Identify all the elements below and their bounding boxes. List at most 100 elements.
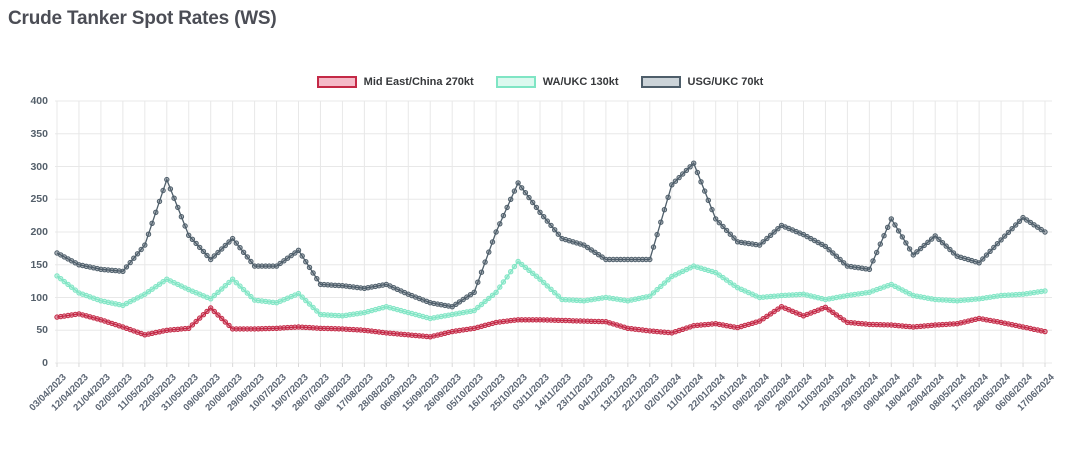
data-point-marker — [233, 326, 240, 332]
series-line — [56, 305, 1046, 338]
data-point-marker — [1009, 226, 1015, 232]
data-point-marker — [72, 287, 79, 293]
data-point-marker — [764, 313, 770, 319]
legend-item-mid-east-china-270kt[interactable]: Mid East/China 270kt — [316, 76, 474, 88]
data-point-marker — [888, 216, 894, 222]
data-point-marker — [277, 260, 283, 267]
data-point-marker — [167, 327, 174, 333]
data-point-marker — [830, 250, 836, 256]
data-point-marker — [698, 179, 704, 185]
data-point-marker — [552, 227, 558, 233]
data-point-marker — [720, 223, 726, 230]
data-point-marker — [632, 256, 638, 263]
data-point-marker — [456, 299, 463, 305]
data-point-marker — [303, 297, 309, 304]
data-point-marker — [533, 204, 540, 211]
data-point-marker — [475, 279, 481, 285]
data-point-marker — [240, 286, 247, 293]
y-axis-label: 0 — [42, 357, 48, 369]
data-point-marker — [193, 240, 199, 247]
data-point-marker — [270, 325, 276, 332]
legend-item-wa-ukc-130kt[interactable]: WA/UKC 130kt — [495, 76, 619, 88]
data-point-marker — [950, 297, 957, 304]
data-point-marker — [153, 284, 159, 290]
data-point-marker — [310, 270, 316, 276]
data-point-marker — [1013, 222, 1019, 228]
data-point-marker — [358, 327, 364, 333]
data-point-marker — [599, 254, 605, 260]
data-point-marker — [189, 322, 196, 328]
data-point-marker — [504, 204, 510, 211]
data-point-marker — [248, 258, 254, 265]
data-point-marker — [522, 264, 529, 271]
data-point-marker — [826, 307, 832, 313]
y-axis-label: 400 — [30, 95, 48, 107]
data-point-marker — [208, 305, 214, 311]
data-point-marker — [775, 306, 781, 312]
data-point-marker — [764, 235, 770, 242]
legend-item-usg-ukc-70kt[interactable]: USG/UKC 70kt — [640, 76, 763, 88]
data-point-marker — [248, 293, 254, 300]
data-point-marker — [314, 325, 320, 331]
data-point-marker — [584, 244, 591, 251]
data-point-marker — [482, 259, 488, 265]
data-point-marker — [266, 263, 272, 269]
data-point-marker — [530, 317, 536, 323]
series-wa-ukc-130kt — [54, 258, 1048, 322]
data-point-marker — [251, 263, 258, 269]
data-point-marker — [555, 231, 561, 237]
data-point-marker — [497, 284, 503, 290]
data-point-marker — [771, 229, 777, 235]
data-point-marker — [833, 253, 840, 259]
data-point-marker — [262, 263, 269, 269]
data-point-marker — [303, 259, 309, 265]
data-point-marker — [233, 280, 240, 286]
data-point-marker — [489, 292, 496, 298]
data-point-marker — [467, 292, 474, 298]
data-point-marker — [1020, 214, 1026, 221]
data-point-marker — [573, 297, 580, 303]
data-point-marker — [713, 269, 719, 276]
data-point-marker — [178, 214, 185, 220]
data-point-marker — [588, 247, 594, 253]
data-point-marker — [614, 256, 620, 263]
data-point-marker — [548, 317, 554, 323]
data-point-marker — [471, 289, 477, 295]
data-point-marker — [182, 223, 188, 229]
data-point-marker — [698, 322, 704, 328]
data-point-marker — [460, 296, 466, 303]
data-point-marker — [259, 326, 265, 332]
data-point-marker — [219, 315, 225, 322]
data-point-marker — [138, 246, 144, 253]
data-point-marker — [204, 252, 210, 259]
data-point-marker — [1002, 292, 1008, 298]
data-point-marker — [519, 317, 525, 323]
data-point-marker — [764, 294, 770, 300]
data-point-marker — [822, 243, 829, 250]
data-point-marker — [229, 235, 236, 242]
data-point-marker — [526, 194, 532, 201]
data-point-marker — [530, 199, 536, 206]
data-point-marker — [350, 326, 357, 333]
data-point-marker — [544, 317, 550, 323]
data-point-marker — [482, 298, 488, 305]
data-point-marker — [215, 312, 221, 318]
data-point-marker — [987, 248, 993, 255]
series-line — [56, 260, 1046, 320]
data-point-marker — [537, 317, 543, 323]
legend-swatch — [640, 76, 681, 88]
data-point-marker — [782, 292, 788, 298]
data-point-marker — [994, 241, 1001, 247]
data-point-marker — [566, 317, 572, 324]
data-point-marker — [310, 304, 316, 311]
data-point-marker — [288, 252, 294, 259]
data-point-marker — [116, 268, 122, 274]
data-point-marker — [595, 252, 602, 258]
data-point-marker — [65, 281, 71, 288]
data-point-marker — [647, 256, 653, 263]
data-point-marker — [976, 260, 982, 266]
data-point-marker — [387, 330, 393, 336]
data-point-marker — [661, 207, 668, 213]
data-point-marker — [295, 247, 302, 254]
data-point-marker — [61, 278, 68, 285]
